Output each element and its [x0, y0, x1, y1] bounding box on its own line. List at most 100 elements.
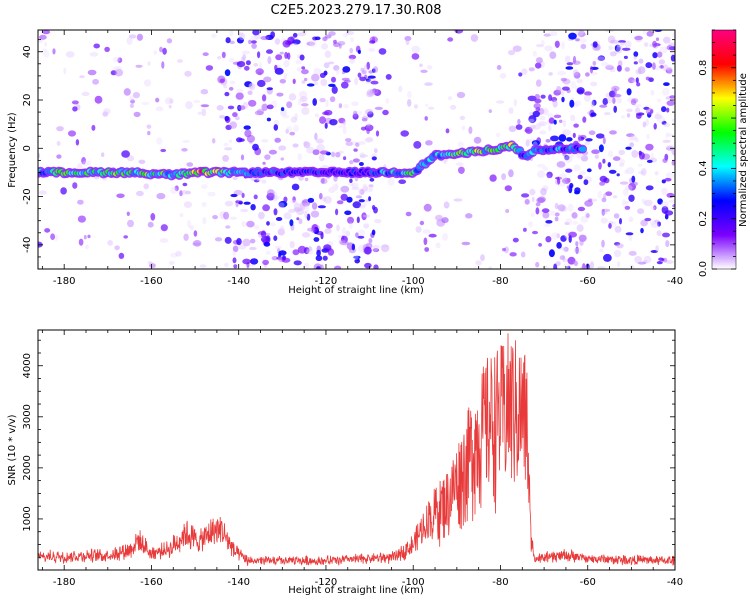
- noise-blob: [266, 221, 270, 226]
- noise-blob: [608, 150, 614, 158]
- noise-blob: [250, 40, 257, 44]
- noise-blob: [567, 265, 571, 269]
- noise-blob: [306, 213, 311, 221]
- noise-blob: [232, 257, 237, 264]
- noise-blob: [164, 97, 173, 105]
- noise-blob: [301, 69, 309, 75]
- noise-blob: [262, 204, 270, 212]
- noise-blob: [549, 210, 556, 216]
- noise-blob: [525, 139, 530, 147]
- noise-blob: [584, 91, 592, 96]
- noise-blob: [287, 209, 297, 214]
- noise-blob: [227, 105, 235, 110]
- noise-blob: [518, 72, 523, 77]
- noise-blob: [39, 34, 47, 40]
- noise-blob: [624, 200, 629, 205]
- noise-blob: [304, 262, 310, 269]
- noise-blob: [628, 216, 634, 223]
- noise-blob: [216, 105, 224, 111]
- noise-blob: [419, 63, 423, 68]
- noise-blob: [652, 40, 657, 48]
- noise-blob: [568, 32, 577, 40]
- noise-blob: [501, 173, 506, 181]
- noise-blob: [315, 255, 323, 262]
- noise-blob: [182, 182, 188, 187]
- noise-blob: [657, 198, 663, 205]
- noise-blob: [549, 31, 558, 37]
- noise-blob: [292, 249, 300, 256]
- noise-blob: [52, 48, 56, 55]
- noise-blob: [561, 96, 565, 103]
- noise-blob: [293, 124, 299, 132]
- noise-blob: [562, 86, 570, 91]
- noise-blob: [413, 104, 419, 109]
- noise-blob: [328, 61, 335, 65]
- noise-blob: [532, 124, 541, 130]
- noise-blob: [455, 162, 464, 166]
- noise-blob: [335, 208, 339, 216]
- noise-blob: [508, 50, 516, 56]
- noise-blob: [179, 190, 183, 197]
- noise-blob: [583, 94, 591, 103]
- noise-blob: [201, 202, 207, 207]
- noise-blob: [299, 201, 306, 210]
- noise-blob: [556, 242, 562, 249]
- noise-blob: [550, 135, 559, 142]
- noise-blob: [128, 34, 137, 39]
- noise-blob: [504, 246, 509, 254]
- noise-blob: [364, 262, 372, 269]
- noise-blob: [332, 183, 339, 190]
- noise-blob: [369, 89, 379, 94]
- noise-blob: [661, 258, 665, 262]
- noise-blob: [557, 176, 561, 185]
- noise-blob: [355, 142, 360, 148]
- noise-blob: [447, 96, 453, 101]
- noise-blob: [619, 181, 629, 185]
- noise-blob: [654, 171, 659, 176]
- noise-blob: [577, 30, 586, 38]
- noise-blob: [217, 56, 222, 60]
- noise-blob: [268, 149, 277, 155]
- noise-blob: [567, 203, 574, 212]
- noise-blob: [580, 215, 589, 223]
- noise-blob: [143, 79, 152, 87]
- noise-blob: [554, 216, 559, 222]
- noise-blob: [319, 264, 325, 269]
- noise-blob: [278, 250, 287, 256]
- noise-blob: [254, 110, 264, 116]
- noise-blob: [572, 69, 579, 76]
- noise-blob: [657, 51, 663, 58]
- noise-blob: [38, 190, 47, 195]
- noise-blob: [232, 245, 239, 253]
- noise-blob: [468, 126, 473, 134]
- noise-blob: [238, 32, 246, 41]
- noise-blob: [465, 213, 473, 219]
- noise-blob: [423, 237, 428, 246]
- colorbar: 0.0 0.2 0.4 0.6 0.8 Normalized spectral ampl…: [698, 29, 749, 277]
- noise-blob: [240, 208, 249, 213]
- noise-blob: [459, 115, 466, 121]
- noise-blob: [602, 137, 606, 145]
- noise-blob: [630, 99, 637, 106]
- noise-blob: [359, 204, 366, 209]
- noise-blob: [531, 196, 535, 202]
- noise-blob: [346, 196, 353, 203]
- noise-blob: [567, 256, 576, 265]
- noise-blob: [168, 260, 175, 265]
- noise-blob: [228, 57, 235, 63]
- noise-blob: [556, 161, 566, 168]
- noise-blob: [578, 234, 587, 242]
- noise-blob: [668, 199, 675, 204]
- noise-blob: [542, 211, 550, 219]
- noise-blob: [562, 129, 571, 136]
- noise-blob: [544, 45, 553, 52]
- noise-blob: [363, 186, 372, 193]
- noise-blob: [307, 197, 315, 203]
- noise-blob: [358, 187, 362, 196]
- spectrogram-ytick-label: 0: [22, 145, 33, 151]
- noise-blob: [248, 83, 254, 89]
- noise-blob: [313, 68, 322, 75]
- noise-blob: [223, 84, 228, 89]
- noise-blob: [345, 138, 352, 142]
- noise-blob: [214, 237, 223, 242]
